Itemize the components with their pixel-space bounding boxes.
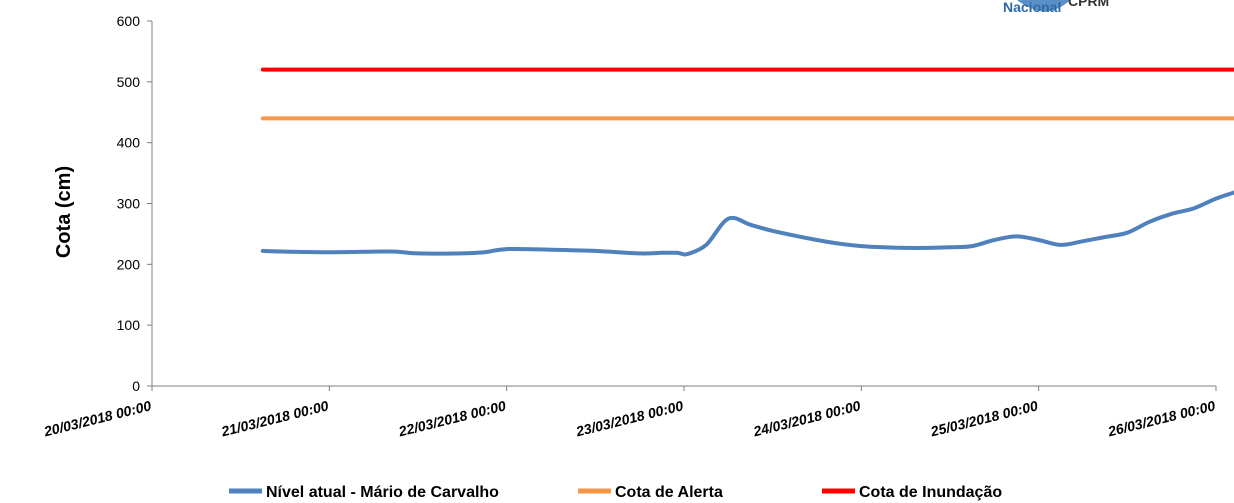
logo-text-cprm: CPRM [1068, 0, 1109, 9]
legend-label-1: Nível atual - Mário de Carvalho [266, 484, 499, 501]
logo-strip: Nacional CPRM [1003, 0, 1231, 15]
x-tick-label: 22/03/2018 00:00 [396, 397, 508, 439]
logo-text-nacional: Nacional [1003, 0, 1061, 15]
logo-ana-mark [1145, 0, 1231, 10]
y-tick-label: 600 [117, 13, 141, 29]
x-tick-label: 21/03/2018 00:00 [219, 397, 331, 439]
y-tick-label: 200 [117, 256, 141, 272]
y-tick-label: 400 [117, 135, 141, 151]
x-tick-label: 25/03/2018 00:00 [928, 397, 1040, 439]
y-ticks: 0 100 200 300 400 500 600 [117, 13, 152, 394]
x-ticks: 20/03/2018 00:00 21/03/2018 00:00 22/03/20… [41, 386, 1217, 440]
y-tick-label: 500 [117, 74, 141, 90]
series-group [260, 67, 1234, 257]
legend-label-2: Cota de Alerta [615, 484, 723, 501]
series-line-1 [260, 190, 1234, 257]
x-tick-label: 23/03/2018 00:00 [573, 397, 685, 439]
legend-label-3: Cota de Inundação [859, 484, 1002, 501]
logo-swirl-icon [1017, 0, 1070, 12]
x-tick-label: 26/03/2018 00:00 [1105, 397, 1217, 439]
x-tick-label: 20/03/2018 00:00 [41, 397, 153, 439]
y-tick-label: 300 [117, 196, 141, 212]
y-tick-label: 100 [117, 317, 141, 333]
y-axis-label: Cota (cm) [53, 166, 75, 258]
y-tick-label: 0 [132, 378, 140, 394]
x-tick-label: 24/03/2018 00:00 [751, 397, 863, 439]
legend: Nível atual - Mário de Carvalho Cota de A… [229, 484, 1002, 501]
